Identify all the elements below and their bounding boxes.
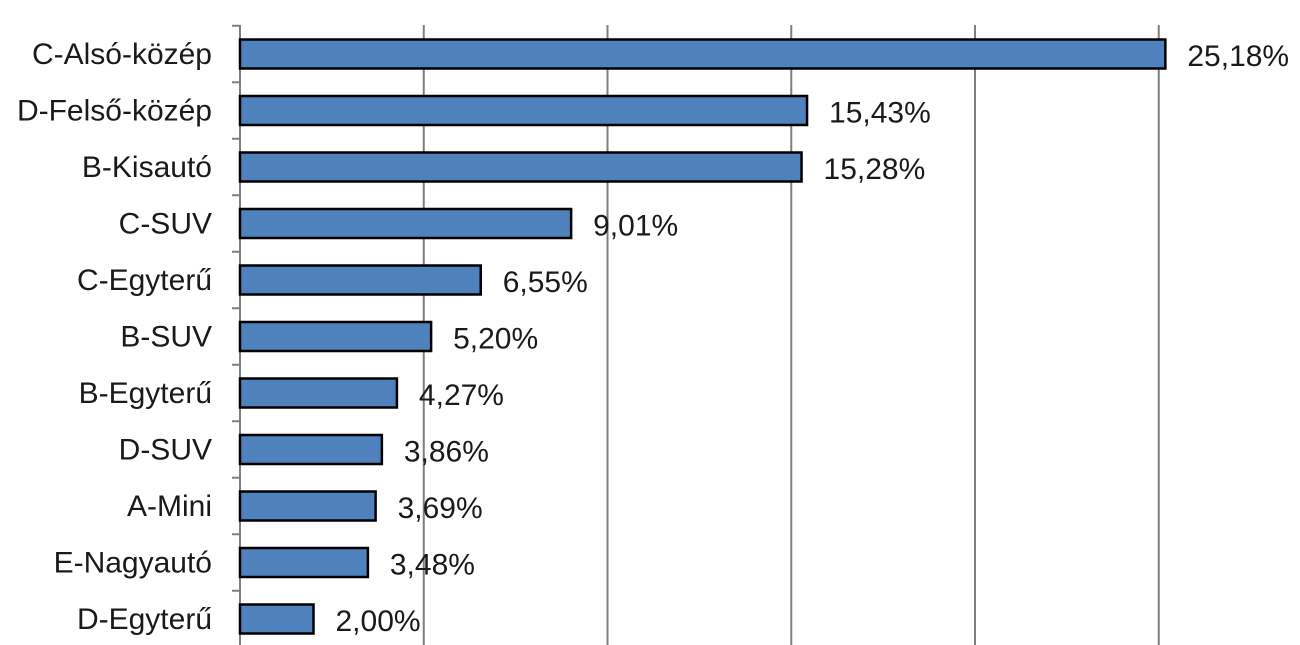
bar-7 [238, 377, 399, 409]
bar-3 [238, 151, 803, 183]
bar-11 [238, 603, 315, 635]
data-label: 3,69% [398, 492, 483, 525]
data-label: 3,86% [404, 436, 489, 469]
bar-2 [238, 94, 809, 127]
bar-10 [238, 546, 370, 579]
data-label: 2,00% [336, 605, 421, 638]
category-label: C-SUV [119, 208, 212, 241]
data-label: 6,55% [503, 266, 588, 299]
data-label: 4,27% [419, 379, 504, 412]
category-label: C-Egyterű [77, 264, 212, 297]
category-label: C-Alsó-közép [32, 38, 212, 71]
labels: C-Alsó-közép 25,18% D-Felső-közép 15,43% B-K… [17, 38, 1289, 638]
bar-4 [238, 207, 573, 240]
category-label: B-SUV [120, 321, 212, 354]
category-label: D-SUV [119, 434, 212, 467]
category-label: E-Nagyautó [54, 547, 212, 580]
bar-6 [238, 320, 433, 353]
category-label: B-Kisautó [82, 151, 212, 184]
bar-1 [238, 38, 1167, 70]
category-label: B-Egyterű [79, 377, 212, 410]
category-label: D-Egyterű [77, 603, 212, 636]
bar-9 [238, 490, 377, 522]
data-label: 25,18% [1187, 40, 1289, 73]
data-label: 9,01% [593, 210, 678, 243]
category-label: A-Mini [127, 490, 212, 523]
data-label: 15,43% [829, 97, 931, 130]
data-label: 3,48% [390, 549, 475, 582]
data-label: 5,20% [453, 323, 538, 356]
category-label: D-Felső-közép [17, 95, 212, 128]
bar-5 [238, 264, 482, 296]
bars [238, 38, 1167, 635]
gridlines [422, 25, 1160, 645]
data-label: 15,28% [824, 153, 926, 186]
bar-8 [238, 433, 384, 466]
